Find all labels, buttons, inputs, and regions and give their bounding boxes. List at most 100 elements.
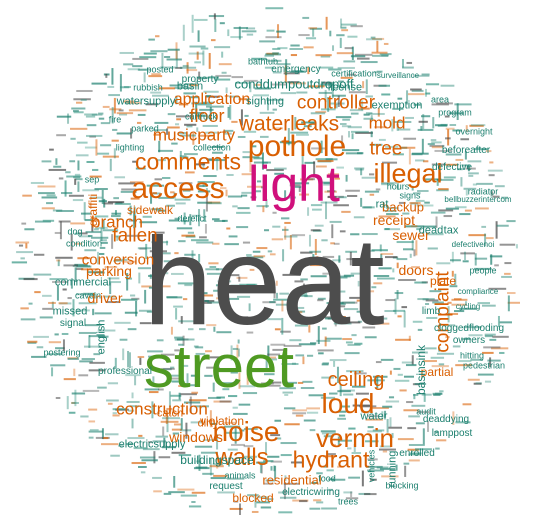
- filler-word-mark: [299, 500, 308, 503]
- filler-word-mark: [322, 362, 329, 365]
- filler-word-mark: [273, 298, 289, 301]
- filler-word-mark: [30, 181, 45, 184]
- filler-word-mark: [198, 454, 201, 471]
- filler-word-mark: [75, 232, 80, 235]
- filler-word-mark: [170, 366, 175, 369]
- filler-word-mark: [265, 384, 281, 387]
- filler-word-mark: [336, 52, 353, 55]
- filler-word-mark: [438, 363, 445, 366]
- filler-word-mark: [226, 173, 234, 176]
- filler-word-mark: [231, 443, 245, 446]
- filler-word-mark: [205, 94, 212, 97]
- filler-word-mark: [41, 196, 58, 199]
- filler-word-mark: [376, 40, 379, 53]
- filler-word-mark: [213, 474, 228, 477]
- filler-word-mark: [69, 160, 76, 163]
- filler-word-mark: [339, 230, 346, 233]
- filler-word-mark: [282, 391, 293, 394]
- filler-word-mark: [38, 192, 55, 195]
- filler-word-mark: [179, 134, 196, 137]
- filler-word-mark: [436, 262, 451, 265]
- filler-word-mark: [58, 302, 68, 305]
- filler-word-mark: [473, 382, 482, 385]
- filler-word-mark: [283, 482, 286, 500]
- filler-word-mark: [279, 387, 296, 390]
- filler-word-mark: [242, 392, 258, 395]
- filler-word-mark: [276, 197, 281, 200]
- filler-word-mark: [161, 52, 164, 68]
- word-exemption: exemption: [371, 99, 423, 112]
- word-fallen: fallen: [112, 225, 158, 247]
- filler-word-mark: [438, 188, 449, 191]
- filler-word-mark: [184, 284, 193, 287]
- filler-word-mark: [157, 159, 166, 162]
- filler-word-mark: [350, 130, 369, 133]
- filler-word-mark: [284, 190, 287, 201]
- filler-word-mark: [227, 29, 230, 37]
- filler-word-mark: [317, 297, 326, 300]
- filler-word-mark: [417, 298, 435, 301]
- filler-word-mark: [360, 197, 363, 207]
- filler-word-mark: [494, 185, 505, 188]
- filler-word-mark: [497, 315, 500, 328]
- filler-word-mark: [350, 55, 366, 58]
- filler-word-mark: [443, 215, 453, 218]
- filler-word-mark: [294, 280, 304, 283]
- filler-word-mark: [71, 401, 76, 404]
- filler-word-mark: [76, 101, 83, 104]
- filler-word-mark: [229, 507, 243, 510]
- filler-word-mark: [54, 231, 61, 234]
- filler-word-mark: [89, 428, 99, 431]
- filler-word-mark: [490, 189, 493, 197]
- filler-word-mark: [494, 264, 499, 267]
- filler-word-mark: [27, 341, 37, 344]
- filler-word-mark: [270, 343, 286, 346]
- filler-word-mark: [461, 164, 469, 167]
- filler-word-mark: [449, 285, 458, 288]
- filler-word-mark: [55, 347, 65, 350]
- filler-word-mark: [88, 420, 96, 423]
- word-owners: owners: [452, 335, 486, 346]
- filler-word-mark: [504, 262, 512, 265]
- filler-word-mark: [361, 265, 364, 283]
- filler-word-mark: [275, 183, 278, 201]
- word-sidewalk: sidewalk: [126, 203, 174, 217]
- filler-word-mark: [209, 422, 218, 425]
- filler-word-mark: [60, 192, 73, 195]
- filler-word-mark: [321, 507, 338, 510]
- filler-word-mark: [463, 187, 477, 190]
- filler-word-mark: [198, 134, 214, 137]
- filler-word-mark: [231, 120, 238, 123]
- filler-word-mark: [366, 38, 383, 41]
- filler-word-mark: [195, 352, 206, 355]
- filler-word-mark: [148, 441, 153, 444]
- filler-word-mark: [264, 54, 275, 57]
- filler-word-mark: [132, 160, 137, 163]
- filler-word-mark: [370, 131, 373, 138]
- filler-word-mark: [410, 452, 422, 455]
- filler-word-mark: [15, 241, 30, 244]
- filler-word-mark: [62, 288, 67, 291]
- filler-word-mark: [459, 307, 477, 310]
- filler-word-mark: [197, 190, 211, 193]
- filler-word-mark: [317, 326, 320, 345]
- filler-word-mark: [24, 228, 35, 231]
- filler-word-mark: [426, 316, 438, 319]
- filler-word-mark: [191, 239, 209, 242]
- filler-word-mark: [23, 278, 38, 281]
- filler-word-mark: [210, 39, 216, 42]
- filler-word-mark: [180, 418, 183, 430]
- filler-word-mark: [240, 318, 255, 321]
- filler-word-mark: [431, 163, 446, 166]
- filler-word-mark: [225, 189, 228, 197]
- filler-word-mark: [332, 478, 346, 481]
- filler-word-mark: [409, 253, 412, 258]
- filler-word-mark: [224, 300, 227, 309]
- filler-word-mark: [349, 296, 361, 299]
- word-commercial: commercial: [54, 276, 112, 289]
- filler-word-mark: [181, 220, 189, 223]
- filler-word-mark: [431, 365, 449, 368]
- filler-word-mark: [342, 118, 350, 121]
- filler-word-mark: [414, 382, 427, 385]
- filler-word-mark: [132, 65, 143, 68]
